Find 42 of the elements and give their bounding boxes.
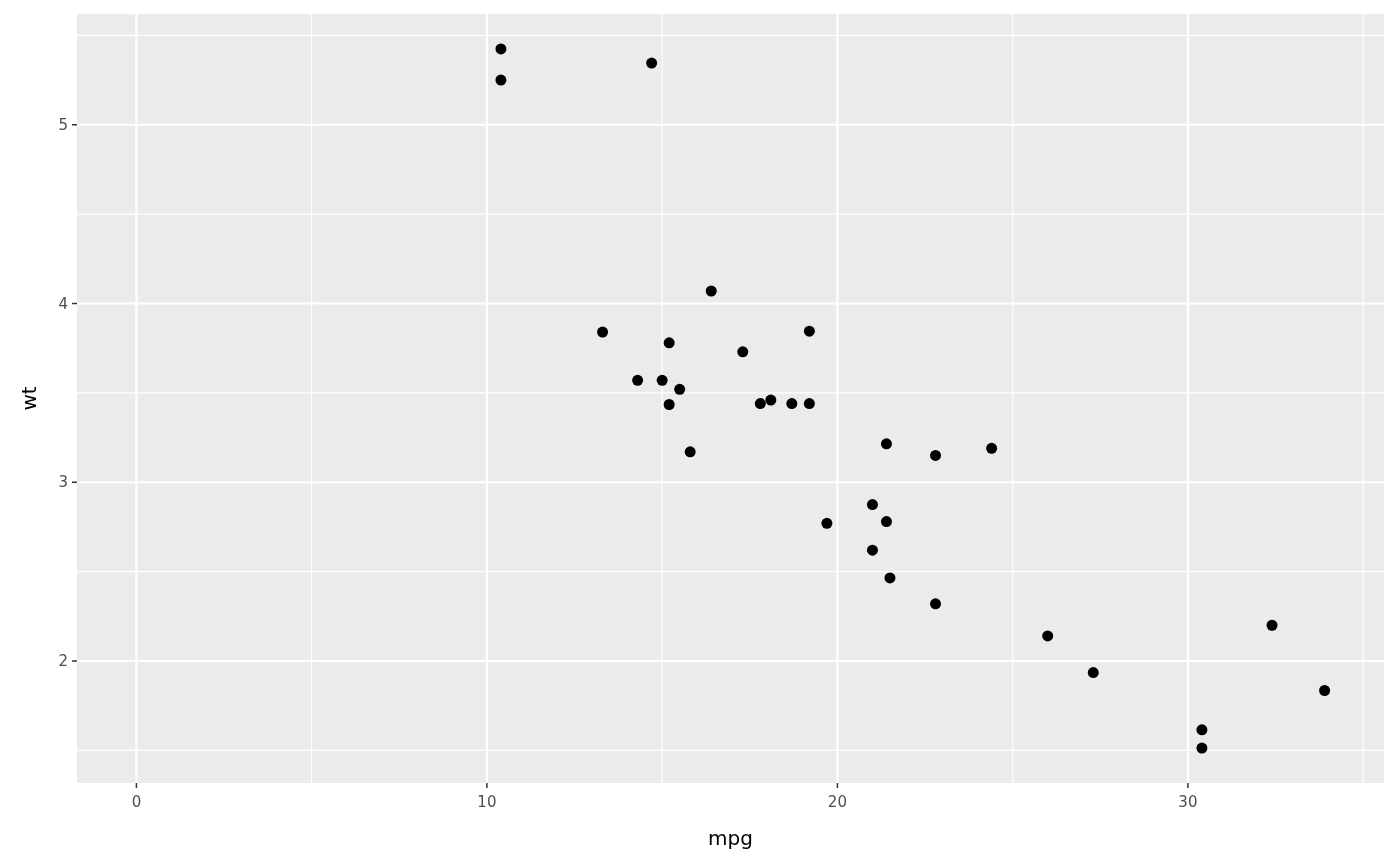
point xyxy=(646,57,658,69)
point xyxy=(663,399,675,410)
point xyxy=(656,374,668,386)
point xyxy=(866,544,878,556)
point xyxy=(684,446,696,458)
x-tick-label: 30 xyxy=(1178,793,1198,811)
point xyxy=(821,517,833,529)
point xyxy=(986,442,998,454)
point xyxy=(1087,667,1099,679)
point xyxy=(866,499,878,511)
y-tick-label: 4 xyxy=(58,294,68,313)
y-tick-label: 3 xyxy=(58,473,68,492)
point xyxy=(803,325,815,337)
point xyxy=(884,572,896,584)
point xyxy=(597,326,609,338)
point xyxy=(1266,619,1278,631)
x-tick-label: 10 xyxy=(477,793,497,811)
point xyxy=(930,598,942,610)
point xyxy=(880,516,892,528)
point xyxy=(1196,724,1208,736)
point xyxy=(674,383,686,395)
point xyxy=(663,337,675,349)
point xyxy=(495,74,507,86)
point xyxy=(930,449,942,461)
x-tick-label: 20 xyxy=(827,793,847,811)
point xyxy=(737,346,749,358)
y-axis-title: wt xyxy=(17,386,41,411)
point xyxy=(1196,742,1208,754)
point xyxy=(765,394,777,406)
point xyxy=(705,285,717,297)
x-tick-label: 0 xyxy=(131,793,142,811)
point xyxy=(786,398,798,410)
point xyxy=(1319,685,1331,696)
x-axis-title: mpg xyxy=(708,826,753,850)
y-tick-label: 5 xyxy=(58,115,68,134)
point xyxy=(1042,630,1054,642)
point xyxy=(803,398,815,410)
point xyxy=(880,438,892,450)
point xyxy=(632,374,644,386)
point xyxy=(754,398,766,410)
y-tick-label: 2 xyxy=(58,652,68,670)
point xyxy=(495,43,507,55)
